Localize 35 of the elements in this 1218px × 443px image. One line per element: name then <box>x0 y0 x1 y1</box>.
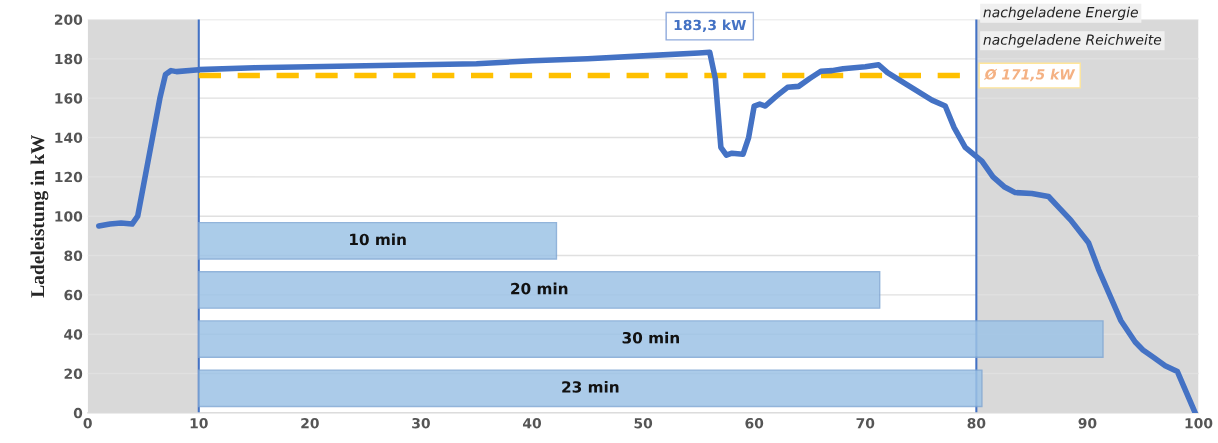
bar <box>198 221 558 260</box>
y-tick-label: 40 <box>64 329 83 340</box>
x-tick-label: 80 <box>967 417 986 429</box>
y-axis-title: Ladeleistung in kW <box>30 134 49 298</box>
x-tick-label: 20 <box>301 417 319 429</box>
x-tick-label: 40 <box>522 417 542 429</box>
y-tick-label: 100 <box>55 211 83 222</box>
y-tick-label: 60 <box>64 289 83 301</box>
x-tick-label: 100 <box>1185 417 1213 429</box>
annotation: nachgeladene Energie <box>983 6 1138 21</box>
x-tick-label: 10 <box>190 417 208 429</box>
x-tick-label: 30 <box>412 417 430 429</box>
y-tick-label: 180 <box>55 53 83 65</box>
bar <box>198 320 1104 359</box>
x-tick-label: 0 <box>83 417 92 429</box>
ref-line-label: Ø 171,5 kW <box>984 68 1076 82</box>
x-tick-label: 50 <box>634 417 653 429</box>
x-tick-label: 70 <box>856 417 875 429</box>
y-tick-label: 120 <box>55 171 83 183</box>
y-tick-label: 200 <box>54 14 83 25</box>
annotation: 20 min <box>511 282 568 295</box>
bar <box>198 271 881 309</box>
annotation: nachgeladene Reichweite <box>983 34 1162 48</box>
annotation: 10 min <box>350 233 406 246</box>
annotation: 30 min <box>622 331 679 344</box>
annotation: 183,3 kW <box>674 19 746 32</box>
bar <box>198 369 983 408</box>
x-tick-label: 90 <box>1078 417 1097 429</box>
annotation: 23 min <box>562 380 619 393</box>
y-tick-label: 140 <box>55 132 83 143</box>
y-tick-label: 20 <box>64 368 83 380</box>
x-tick-label: 60 <box>745 417 764 429</box>
y-tick-label: 0 <box>73 407 83 419</box>
y-tick-label: 80 <box>64 250 83 261</box>
y-tick-label: 160 <box>55 93 83 104</box>
